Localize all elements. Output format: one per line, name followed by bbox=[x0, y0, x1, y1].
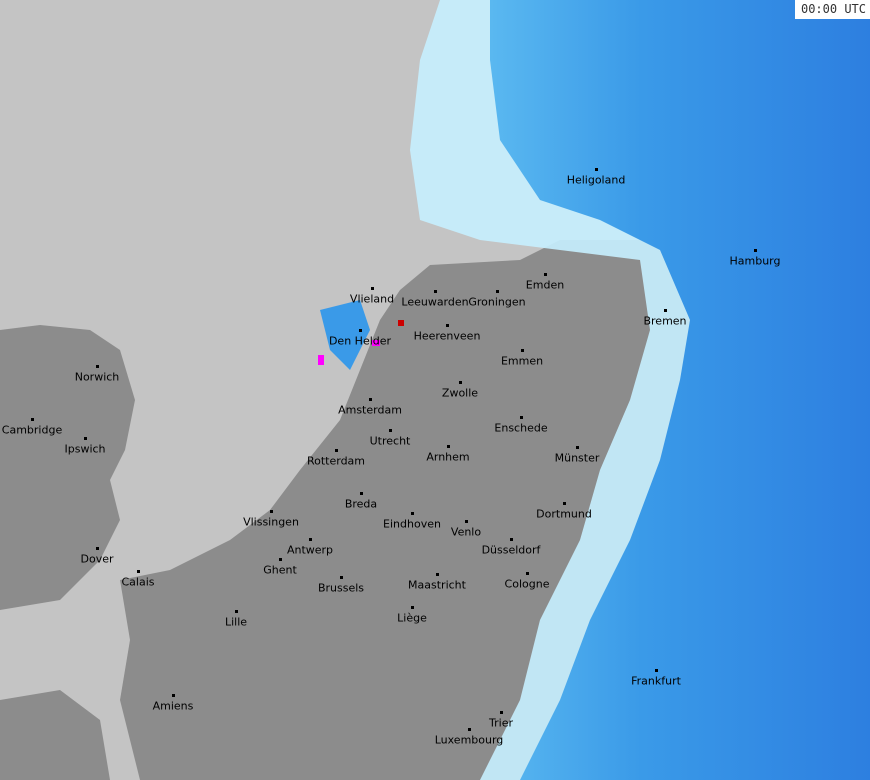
city-label: Vlissingen bbox=[243, 515, 299, 529]
city-dot bbox=[544, 273, 547, 276]
city-label: Bremen bbox=[643, 314, 687, 328]
city-label: Calais bbox=[121, 575, 155, 589]
city-label: Rotterdam bbox=[306, 454, 366, 468]
city-label: Antwerp bbox=[286, 543, 334, 557]
city-dot bbox=[446, 324, 449, 327]
city-dot bbox=[172, 694, 175, 697]
city-label: Luxembourg bbox=[434, 733, 504, 747]
precip-nl bbox=[320, 300, 370, 370]
city-label: Amiens bbox=[152, 699, 194, 713]
city-label: Utrecht bbox=[369, 434, 411, 448]
city-dot bbox=[411, 512, 414, 515]
city-dot bbox=[411, 606, 414, 609]
city-dot bbox=[754, 249, 757, 252]
city-dot bbox=[270, 510, 273, 513]
city-label: Den Helder bbox=[328, 334, 392, 348]
city-dot bbox=[520, 416, 523, 419]
city-label: Amsterdam bbox=[338, 403, 402, 417]
city-dot bbox=[526, 572, 529, 575]
city-label: Liège bbox=[397, 611, 427, 625]
precip-medium bbox=[490, 0, 870, 780]
city-dot bbox=[595, 168, 598, 171]
city-dot bbox=[447, 445, 450, 448]
city-dot bbox=[371, 287, 374, 290]
city-dot bbox=[31, 418, 34, 421]
city-label: Cambridge bbox=[1, 423, 63, 437]
precip-extreme bbox=[398, 320, 404, 326]
city-label: Eindhoven bbox=[383, 517, 441, 531]
city-dot bbox=[359, 329, 362, 332]
uk-land-south bbox=[0, 690, 110, 780]
city-label: Emmen bbox=[500, 354, 544, 368]
city-label: Dover bbox=[80, 552, 114, 566]
city-label: Cologne bbox=[504, 577, 550, 591]
city-dot bbox=[459, 381, 462, 384]
city-dot bbox=[96, 547, 99, 550]
city-dot bbox=[510, 538, 513, 541]
city-label: Dortmund bbox=[536, 507, 592, 521]
city-dot bbox=[360, 492, 363, 495]
city-dot bbox=[84, 437, 87, 440]
city-label: Frankfurt bbox=[631, 674, 681, 688]
city-dot bbox=[563, 502, 566, 505]
timestamp: 00:00 UTC bbox=[794, 0, 870, 19]
city-dot bbox=[279, 558, 282, 561]
city-dot bbox=[137, 570, 140, 573]
city-label: Venlo bbox=[450, 525, 482, 539]
city-label: Norwich bbox=[74, 370, 120, 384]
city-dot bbox=[664, 309, 667, 312]
city-label: Heligoland bbox=[566, 173, 626, 187]
city-label: Maastricht bbox=[408, 578, 466, 592]
city-dot bbox=[576, 446, 579, 449]
city-label: Ipswich bbox=[64, 442, 106, 456]
city-dot bbox=[309, 538, 312, 541]
city-label: Leeuwarden bbox=[401, 295, 469, 309]
city-dot bbox=[340, 576, 343, 579]
city-label: Emden bbox=[525, 278, 565, 292]
city-label: Lille bbox=[224, 615, 248, 629]
city-dot bbox=[434, 290, 437, 293]
city-dot bbox=[496, 290, 499, 293]
uk-land bbox=[0, 325, 135, 610]
city-label: Brussels bbox=[317, 581, 365, 595]
city-dot bbox=[500, 711, 503, 714]
city-label: Arnhem bbox=[426, 450, 470, 464]
city-label: Breda bbox=[344, 497, 378, 511]
city-label: Ghent bbox=[263, 563, 297, 577]
city-label: Hamburg bbox=[729, 254, 781, 268]
city-dot bbox=[96, 365, 99, 368]
city-dot bbox=[389, 429, 392, 432]
city-label: Groningen bbox=[468, 295, 526, 309]
city-dot bbox=[468, 728, 471, 731]
city-dot bbox=[465, 520, 468, 523]
city-dot bbox=[235, 610, 238, 613]
city-label: Zwolle bbox=[441, 386, 479, 400]
city-label: Trier bbox=[489, 716, 513, 730]
city-dot bbox=[655, 669, 658, 672]
city-label: Vlieland bbox=[349, 292, 395, 306]
city-dot bbox=[369, 398, 372, 401]
city-label: Münster bbox=[554, 451, 600, 465]
city-dot bbox=[436, 573, 439, 576]
city-label: Düsseldorf bbox=[481, 543, 541, 557]
city-dot bbox=[335, 449, 338, 452]
city-label: Heerenveen bbox=[413, 329, 481, 343]
city-label: Enschede bbox=[494, 421, 548, 435]
city-dot bbox=[521, 349, 524, 352]
